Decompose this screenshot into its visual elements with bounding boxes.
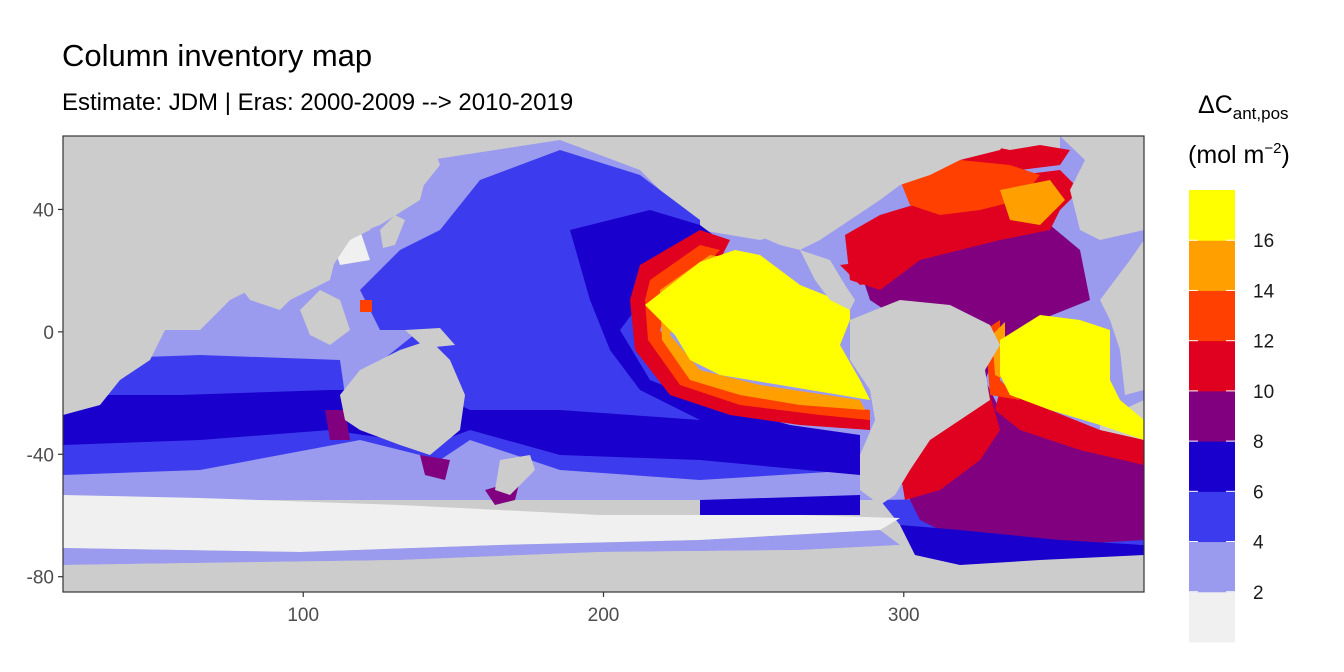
land-australia (340, 340, 465, 455)
legend-swatch (1189, 290, 1235, 342)
land-eurasia-africa (63, 136, 440, 415)
legend-label: 6 (1253, 482, 1264, 503)
y-tick-label: -40 (27, 445, 54, 466)
land-southeast-asia (300, 290, 350, 345)
ocean-region (63, 495, 900, 552)
land-north-america (680, 136, 1010, 250)
x-tick-label: 200 (588, 605, 620, 626)
legend-label: 12 (1253, 332, 1274, 353)
legend-swatch (1189, 491, 1235, 543)
legend-swatch (1189, 240, 1235, 291)
legend-swatch (1189, 591, 1235, 643)
legend-label: 8 (1253, 432, 1264, 453)
legend-label: 2 (1253, 583, 1264, 604)
legend-swatch (1189, 441, 1235, 492)
ocean-region (63, 530, 900, 565)
legend-label: 14 (1253, 281, 1275, 302)
y-tick-label: 40 (33, 200, 54, 221)
land-new-guinea (405, 328, 455, 348)
legend-label: 4 (1253, 533, 1264, 554)
x-tick-label: 300 (888, 605, 920, 626)
land-central-america (800, 250, 855, 310)
legend-swatch (1189, 340, 1235, 392)
ocean-region (63, 390, 860, 475)
ocean-region (645, 250, 870, 400)
chart-title: Column inventory map (62, 38, 373, 73)
ocean-region (360, 300, 372, 312)
ocean-region (1000, 315, 1144, 440)
land-antarctica (63, 545, 1144, 592)
legend: ΔCant,pos (mol m−2) 2 4 6 8 10 12 14 16 (1188, 91, 1290, 643)
map-panel (63, 136, 1144, 592)
ocean-region (1000, 180, 1065, 225)
legend-swatch (1189, 541, 1235, 593)
legend-labels: 2 4 6 8 10 12 14 16 (1253, 231, 1275, 604)
ocean-region (840, 260, 890, 285)
chart-subtitle: Estimate: JDM | Eras: 2000-2009 --> 2010… (62, 89, 574, 116)
legend-label: 10 (1253, 382, 1274, 403)
legend-colorbar (1189, 190, 1235, 643)
ocean-region (900, 525, 1144, 565)
y-tick-label: 0 (43, 323, 54, 344)
land-japan (380, 215, 405, 248)
land-masses (63, 136, 1144, 592)
ocean-region (700, 495, 860, 515)
ocean-region (995, 390, 1144, 465)
x-axis: 100 200 300 (287, 592, 920, 626)
ocean-region (325, 410, 350, 440)
y-axis: 40 0 -40 -80 (27, 200, 63, 589)
ocean-region (900, 395, 1000, 500)
land-new-zealand (495, 455, 535, 495)
land-africa-east (1100, 240, 1144, 395)
legend-title: ΔCant,pos (1198, 91, 1289, 123)
land-south-america (850, 300, 1000, 505)
legend-swatch (1189, 190, 1235, 241)
legend-swatch (1189, 390, 1235, 442)
y-tick-label: -80 (27, 568, 54, 589)
land-madagascar (90, 340, 105, 375)
ocean-region (420, 455, 450, 480)
legend-label: 16 (1253, 231, 1274, 252)
land-greenland (1060, 136, 1144, 240)
x-tick-label: 100 (287, 605, 319, 626)
legend-unit: (mol m−2) (1188, 140, 1290, 169)
